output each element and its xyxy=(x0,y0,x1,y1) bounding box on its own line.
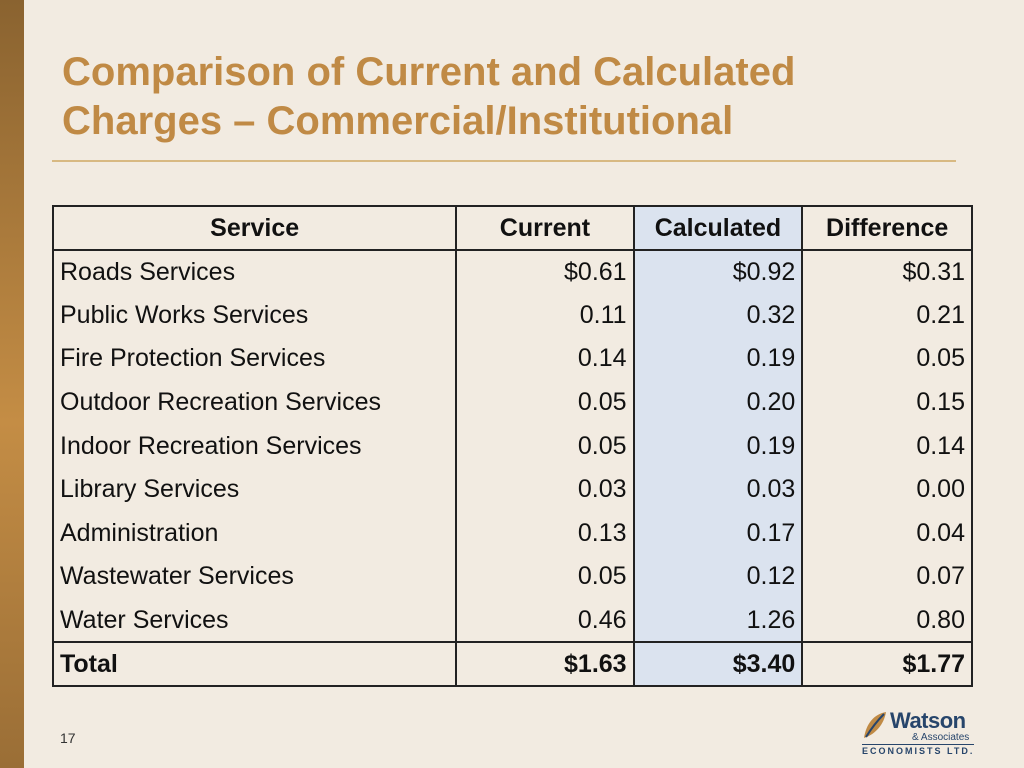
difference-cell: 0.07 xyxy=(801,555,973,599)
title-divider xyxy=(52,160,956,162)
header-difference: Difference xyxy=(801,205,973,251)
current-cell: 0.11 xyxy=(455,293,635,338)
total-current: $1.63 xyxy=(455,641,635,688)
difference-cell: 0.15 xyxy=(801,380,973,425)
header-service: Service xyxy=(51,205,458,251)
service-cell: Public Works Services xyxy=(51,293,458,338)
table-row: Fire Protection Services 0.14 0.19 0.05 xyxy=(51,337,973,381)
leaf-icon xyxy=(864,712,886,738)
difference-cell: $0.31 xyxy=(801,250,973,294)
service-cell: Outdoor Recreation Services xyxy=(51,380,458,425)
calculated-cell: 0.19 xyxy=(632,424,804,468)
table-header-row: Service Current Calculated Difference xyxy=(51,205,973,251)
table-row: Public Works Services 0.11 0.32 0.21 xyxy=(51,293,973,338)
current-cell: 0.05 xyxy=(455,424,635,468)
slide-title-line-1: Comparison of Current and Calculated xyxy=(62,50,796,94)
service-cell: Library Services xyxy=(51,467,458,512)
difference-cell: 0.14 xyxy=(801,424,973,468)
total-difference: $1.77 xyxy=(801,641,973,688)
table-row: Library Services 0.03 0.03 0.00 xyxy=(51,467,973,512)
current-cell: 0.05 xyxy=(455,380,635,425)
current-cell: 0.46 xyxy=(455,598,635,643)
page-number: 17 xyxy=(60,730,76,746)
calculated-cell: 0.17 xyxy=(632,511,804,556)
table-row: Outdoor Recreation Services 0.05 0.20 0.15 xyxy=(51,380,973,425)
difference-cell: 0.80 xyxy=(801,598,973,643)
service-cell: Roads Services xyxy=(51,250,458,294)
current-cell: 0.03 xyxy=(455,467,635,512)
header-current: Current xyxy=(455,205,635,251)
slide-title-line-2: Charges – Commercial/Institutional xyxy=(62,98,734,143)
logo-name: Watson xyxy=(890,708,966,733)
calculated-cell: 0.20 xyxy=(632,380,804,425)
logo-economists: ECONOMISTS LTD. xyxy=(862,744,975,756)
calculated-cell: $0.92 xyxy=(632,250,804,294)
table-row: Roads Services $0.61 $0.92 $0.31 xyxy=(51,250,973,294)
slide-title: Comparison of Current and Calculated Cha… xyxy=(62,48,962,146)
total-calculated: $3.40 xyxy=(632,641,804,688)
table-row: Indoor Recreation Services 0.05 0.19 0.14 xyxy=(51,424,973,468)
total-row: Total $1.63 $3.40 $1.77 xyxy=(51,641,973,688)
service-cell: Fire Protection Services xyxy=(51,337,458,381)
service-cell: Administration xyxy=(51,511,458,556)
difference-cell: 0.21 xyxy=(801,293,973,338)
service-cell: Indoor Recreation Services xyxy=(51,424,458,468)
table-row: Wastewater Services 0.05 0.12 0.07 xyxy=(51,555,973,599)
difference-cell: 0.05 xyxy=(801,337,973,381)
table-row: Water Services 0.46 1.26 0.80 xyxy=(51,598,973,643)
header-calculated: Calculated xyxy=(632,205,804,251)
difference-cell: 0.00 xyxy=(801,467,973,512)
charges-comparison-table: Service Current Calculated Difference Ro… xyxy=(51,205,973,688)
current-cell: 0.14 xyxy=(455,337,635,381)
current-cell: 0.13 xyxy=(455,511,635,556)
logo-associates: & Associates xyxy=(912,732,970,743)
service-cell: Wastewater Services xyxy=(51,555,458,599)
calculated-cell: 1.26 xyxy=(632,598,804,643)
service-cell: Water Services xyxy=(51,598,458,643)
calculated-cell: 0.19 xyxy=(632,337,804,381)
table-row: Administration 0.13 0.17 0.04 xyxy=(51,511,973,556)
calculated-cell: 0.32 xyxy=(632,293,804,338)
total-label: Total xyxy=(51,641,458,688)
calculated-cell: 0.03 xyxy=(632,467,804,512)
difference-cell: 0.04 xyxy=(801,511,973,556)
watson-logo: Watson & Associates ECONOMISTS LTD. xyxy=(860,708,976,758)
calculated-cell: 0.12 xyxy=(632,555,804,599)
current-cell: $0.61 xyxy=(455,250,635,294)
table-body: Roads Services $0.61 $0.92 $0.31 Public Work… xyxy=(51,250,973,643)
current-cell: 0.05 xyxy=(455,555,635,599)
side-accent-bar xyxy=(0,0,24,768)
